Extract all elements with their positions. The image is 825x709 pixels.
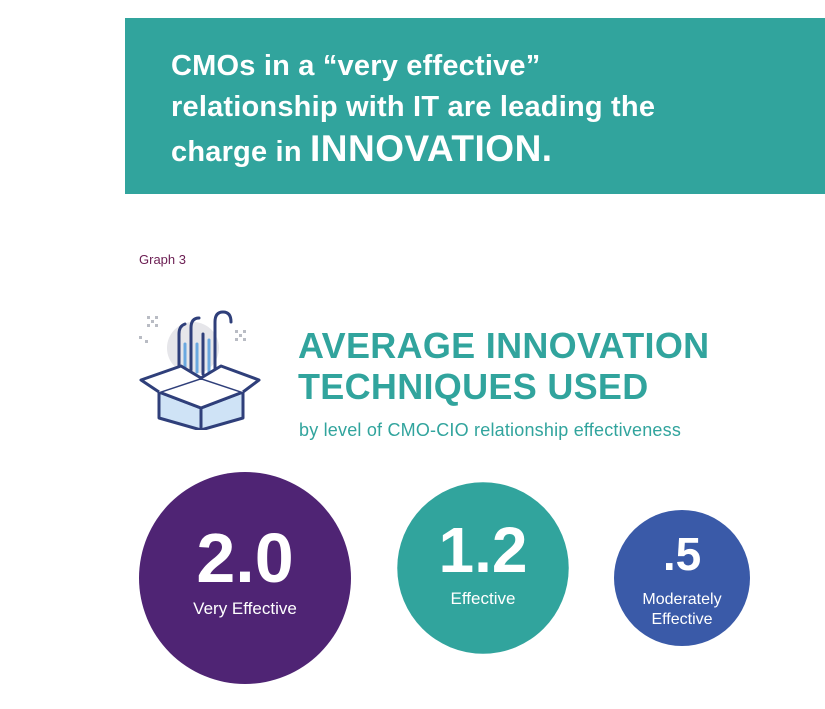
- headline-line-1: CMOs in a “very effective”: [171, 50, 541, 82]
- headline-text: CMOs in a “very effective” relationship …: [171, 46, 791, 173]
- headline-line-3: charge in INNOVATION.: [171, 128, 791, 173]
- chart-title-line-2: TECHNIQUES USED: [298, 366, 649, 407]
- headline-banner: CMOs in a “very effective” relationship …: [125, 18, 825, 194]
- open-box-innovation-icon: [135, 300, 265, 432]
- chart-title: AVERAGE INNOVATION TECHNIQUES USED: [298, 325, 709, 407]
- bubble-3: [614, 510, 750, 646]
- bubble-label-1: Very Effective: [193, 599, 297, 618]
- chart-subtitle: by level of CMO-CIO relationship effecti…: [299, 420, 682, 440]
- headline-line-3-prefix: charge in: [171, 136, 310, 168]
- bubble-1: [139, 472, 351, 684]
- headline-line-2: relationship with IT are leading the: [171, 91, 656, 123]
- bubble-value-1: 2.0: [196, 519, 293, 597]
- graph-label: Graph 3: [139, 252, 186, 267]
- bubble-value-2: 1.2: [439, 514, 528, 586]
- bubble-label-3-line-1: Moderately: [642, 591, 721, 608]
- headline-emphasis: INNOVATION.: [310, 128, 553, 169]
- bubble-2: [397, 482, 569, 654]
- bubble-label-2: Effective: [451, 589, 516, 608]
- bubble-chart: 2.0 Very Effective 1.2 Effective .5 Moderatel…: [139, 472, 750, 684]
- bubble-label-3-line-2: Effective: [651, 611, 712, 628]
- bubble-value-3: .5: [663, 528, 701, 580]
- chart-title-line-1: AVERAGE INNOVATION: [298, 325, 710, 366]
